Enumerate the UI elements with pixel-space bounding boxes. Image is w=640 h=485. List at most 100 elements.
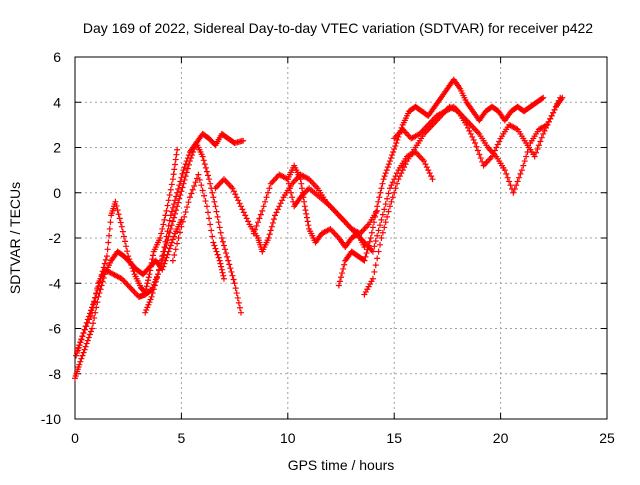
y-tick-label: -8 xyxy=(49,366,62,382)
data-point xyxy=(172,197,179,204)
data-point xyxy=(79,333,86,340)
data-point xyxy=(303,210,310,217)
data-point xyxy=(97,286,104,293)
data-point xyxy=(223,250,230,257)
data-point xyxy=(106,232,113,239)
data-point xyxy=(476,151,483,158)
data-point xyxy=(87,313,94,320)
data-point xyxy=(384,164,391,171)
data-point xyxy=(240,137,247,144)
data-point xyxy=(392,142,399,149)
data-point xyxy=(218,235,225,241)
data-point xyxy=(267,227,274,234)
data-point xyxy=(510,189,517,196)
chart-title: Day 169 of 2022, Sidereal Day-to-day VTE… xyxy=(83,20,593,36)
data-point xyxy=(494,141,501,148)
data-point xyxy=(217,229,224,236)
data-point xyxy=(164,202,171,209)
data-point xyxy=(101,260,108,267)
data-point xyxy=(262,198,269,205)
x-tick-label: 25 xyxy=(599,430,615,446)
data-point xyxy=(533,149,540,156)
data-point xyxy=(217,260,224,267)
data-point xyxy=(168,208,175,215)
y-tick-label: -6 xyxy=(49,321,62,337)
data-point xyxy=(286,185,293,192)
data-point xyxy=(388,182,395,189)
data-point xyxy=(158,257,165,264)
data-point xyxy=(117,219,124,226)
data-point xyxy=(171,251,178,258)
data-point xyxy=(184,155,191,162)
data-point xyxy=(163,233,170,240)
data-point xyxy=(84,337,91,344)
data-point xyxy=(501,167,508,174)
data-point xyxy=(178,223,185,230)
data-point xyxy=(213,248,220,255)
series-track-10 xyxy=(361,94,564,298)
data-point xyxy=(472,139,479,146)
data-point xyxy=(220,272,227,279)
data-point xyxy=(215,219,222,226)
data-point xyxy=(199,153,206,160)
data-point xyxy=(514,178,521,185)
data-point xyxy=(176,195,183,202)
data-point xyxy=(165,197,172,204)
data-point xyxy=(79,352,86,359)
data-point xyxy=(170,171,177,178)
data-point xyxy=(174,146,181,153)
data-point xyxy=(534,146,541,153)
data-point xyxy=(422,161,429,168)
data-point xyxy=(301,203,308,210)
data-point xyxy=(520,162,527,169)
y-tick-label: -10 xyxy=(41,411,61,427)
data-point xyxy=(179,184,186,191)
data-point xyxy=(86,331,93,338)
data-point xyxy=(380,176,387,183)
data-point xyxy=(183,169,190,176)
data-point xyxy=(144,304,151,311)
data-point xyxy=(188,190,195,197)
data-point xyxy=(389,194,396,201)
data-point xyxy=(148,293,155,300)
data-point xyxy=(106,225,113,232)
data-point xyxy=(363,250,370,257)
series-track-11 xyxy=(391,94,566,196)
data-point xyxy=(144,280,151,287)
data-point xyxy=(374,203,381,210)
data-point xyxy=(259,207,266,214)
data-point xyxy=(169,204,176,211)
data-point xyxy=(146,299,153,306)
data-point xyxy=(539,95,546,102)
data-point xyxy=(388,155,395,162)
data-point xyxy=(381,206,388,213)
data-point xyxy=(168,239,175,246)
data-point xyxy=(232,285,239,292)
data-point xyxy=(115,211,122,218)
data-point xyxy=(83,340,90,347)
data-point xyxy=(429,176,436,183)
data-point xyxy=(540,130,547,137)
data-point xyxy=(504,174,511,181)
data-point xyxy=(209,189,216,196)
data-point xyxy=(220,275,227,282)
data-point xyxy=(263,194,270,201)
data-point xyxy=(266,185,273,192)
data-point xyxy=(477,155,484,162)
data-point xyxy=(531,153,538,160)
data-point xyxy=(203,168,210,175)
data-point xyxy=(428,173,435,180)
data-point xyxy=(365,242,372,249)
data-point xyxy=(233,194,240,201)
data-point xyxy=(153,274,160,281)
data-point xyxy=(103,253,110,260)
data-point xyxy=(205,172,211,179)
data-point xyxy=(236,200,243,207)
data-point xyxy=(426,170,433,177)
data-point xyxy=(147,296,154,303)
data-point xyxy=(206,176,213,183)
data-point xyxy=(90,304,97,311)
data-point xyxy=(235,299,242,306)
y-tick-label: -4 xyxy=(49,275,62,291)
x-tick-label: 10 xyxy=(280,430,296,446)
